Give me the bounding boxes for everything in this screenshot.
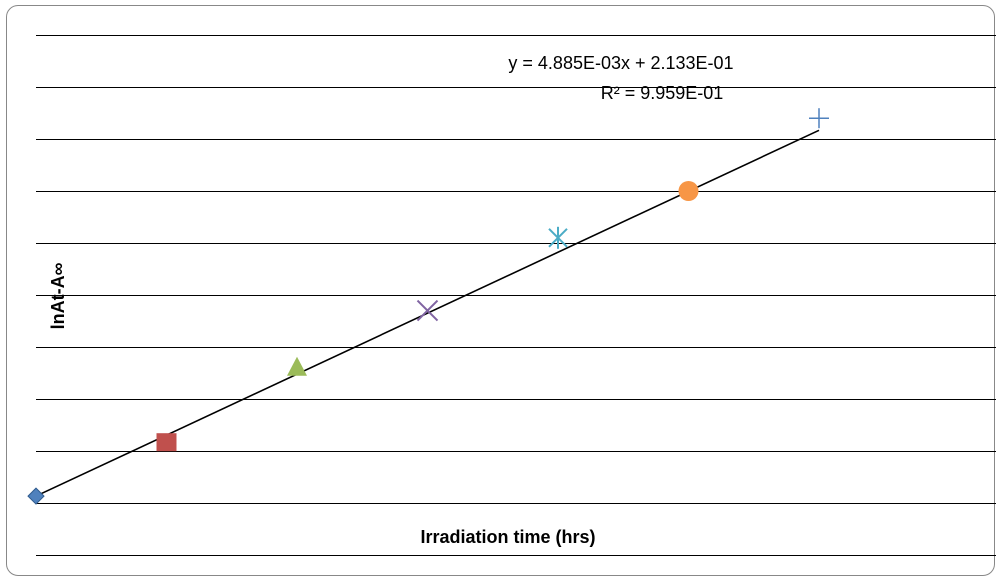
data-point-3-triangle <box>287 356 307 376</box>
y-axis-title: lnAt-A∞ <box>48 262 68 329</box>
data-point-5-star <box>548 226 568 249</box>
trendline-r2: R² = 9.959E-01 <box>601 83 724 103</box>
data-points <box>27 108 829 505</box>
data-point-2-square <box>156 433 177 452</box>
data-point-4-x <box>416 299 439 322</box>
trendline <box>35 129 820 497</box>
data-point-1-diamond <box>27 487 45 505</box>
data-point-7-plus <box>809 108 829 129</box>
data-point-6-circle <box>678 181 699 201</box>
trendline-group <box>35 129 820 497</box>
chart-frame <box>6 5 995 576</box>
gridlines <box>36 35 996 556</box>
trendline-equation: y = 4.885E-03x + 2.133E-01 <box>508 53 733 73</box>
x-axis-title: Irradiation time (hrs) <box>420 527 595 547</box>
